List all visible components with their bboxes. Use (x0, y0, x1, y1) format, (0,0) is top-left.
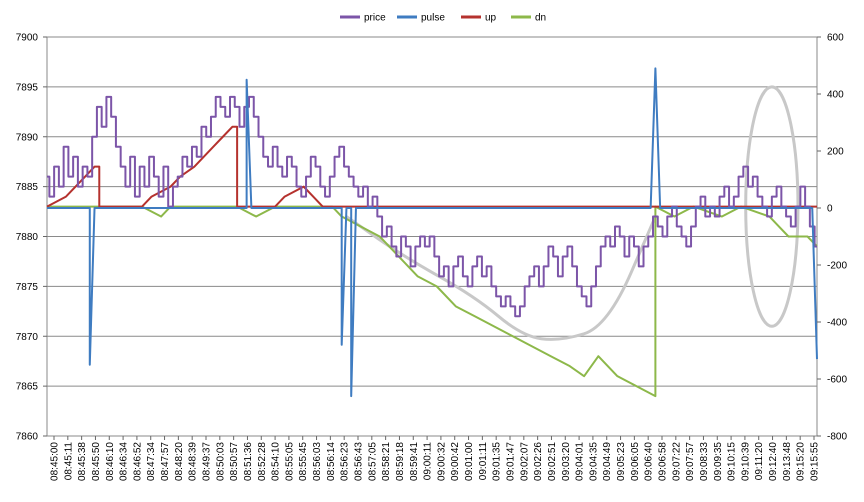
legend-label-dn: dn (535, 13, 546, 24)
x-tick-label: 08:56:14 (326, 442, 337, 481)
legend-label-up: up (485, 13, 497, 24)
arc-annotation (344, 215, 657, 341)
x-tick-label: 09:02:51 (547, 442, 558, 481)
x-tick-label: 09:01:47 (506, 442, 517, 481)
x-tick-label: 09:10:15 (727, 442, 738, 481)
series-line-dn (47, 205, 818, 398)
y-right-tick-label: 200 (827, 147, 844, 158)
x-tick-label: 09:01:00 (464, 442, 475, 481)
series-line-price (47, 95, 817, 318)
x-tick-label: 08:49:37 (202, 442, 213, 481)
x-tick-label: 08:46:10 (105, 442, 116, 481)
y-left-tick-label: 7875 (16, 282, 39, 293)
x-tick-label: 09:07:22 (671, 442, 682, 481)
x-tick-label: 08:56:43 (354, 442, 365, 481)
y-left-tick-label: 7890 (16, 132, 39, 143)
y-left-tick-label: 7880 (16, 232, 39, 243)
x-tick-label: 08:54:10 (271, 442, 282, 481)
x-tick-label: 08:46:34 (119, 442, 130, 481)
y-right-tick-label: 600 (827, 33, 844, 44)
y-right-tick-label: 0 (827, 204, 833, 215)
legend-label-pulse: pulse (421, 13, 445, 24)
x-tick-label: 09:00:42 (450, 442, 461, 481)
x-tick-label: 08:56:03 (312, 442, 323, 481)
y-right-tick-label: -800 (827, 432, 847, 443)
x-tick-label: 09:02:26 (533, 442, 544, 481)
x-tick-label: 08:45:11 (63, 442, 74, 481)
x-tick-label: 09:06:05 (630, 442, 641, 481)
x-tick-label: 09:09:35 (713, 442, 724, 481)
x-tick-label: 09:00:11 (423, 442, 434, 481)
series-lines (46, 67, 818, 398)
x-tick-label: 08:51:36 (243, 442, 254, 481)
x-tick-label: 09:03:20 (561, 442, 572, 481)
x-tick-label: 08:58:21 (381, 442, 392, 481)
x-tick-label: 09:05:23 (616, 442, 627, 481)
legend: price pulse up dn (340, 13, 546, 24)
y-left-tick-label: 7870 (16, 332, 39, 343)
axes: 7860 7865 7870 7875 7880 7885 7890 7895 7900 -800… (16, 33, 848, 481)
y-right-tick-label: -600 (827, 375, 847, 386)
y-left-tick-label: 7885 (16, 182, 39, 193)
x-tick-label: 09:08:33 (699, 442, 710, 481)
legend-label-price: price (364, 13, 386, 24)
x-tick-label: 08:45:50 (91, 442, 102, 481)
y-left-tick-label: 7865 (16, 382, 39, 393)
x-tick-label: 09:15:55 (810, 442, 821, 481)
y-right-tick-label: -400 (827, 318, 847, 329)
x-tick-label: 09:12:40 (768, 442, 779, 481)
x-tick-label: 09:11:20 (754, 442, 765, 481)
x-tick-label: 09:04:35 (588, 442, 599, 481)
x-tick-label: 09:01:35 (492, 442, 503, 481)
x-tick-label: 08:47:57 (160, 442, 171, 481)
x-tick-label: 09:15:20 (796, 442, 807, 481)
x-tick-label: 08:55:05 (284, 442, 295, 481)
x-tick-label: 09:06:58 (658, 442, 669, 481)
x-tick-label: 09:10:39 (740, 442, 751, 481)
gridlines (46, 36, 818, 437)
x-tick-label: 08:45:00 (50, 442, 61, 481)
x-tick-label: 09:13:48 (782, 442, 793, 481)
x-tick-label: 08:48:20 (174, 442, 185, 481)
x-tick-label: 08:55:45 (298, 442, 309, 481)
x-tick-label: 09:02:07 (519, 442, 530, 481)
x-tick-label: 08:50:03 (215, 442, 226, 481)
x-tick-label: 09:01:11 (478, 442, 489, 481)
series-line-pulse (47, 67, 818, 398)
y-left-tick-label: 7860 (16, 432, 39, 443)
x-tick-label: 09:07:57 (685, 442, 696, 481)
y-left-tick-label: 7895 (16, 82, 39, 93)
x-tick-label: 08:57:05 (367, 442, 378, 481)
x-tick-label: 08:45:38 (77, 442, 88, 481)
x-tick-label: 08:59:18 (395, 442, 406, 481)
x-tick-label: 09:04:01 (575, 442, 586, 481)
x-tick-label: 08:48:39 (188, 442, 199, 481)
x-tick-label: 09:06:40 (644, 442, 655, 481)
y-left-tick-label: 7900 (16, 33, 39, 44)
y-right-tick-label: 400 (827, 90, 844, 101)
x-tick-label: 08:47:34 (146, 442, 157, 481)
y-right-tick-label: -200 (827, 261, 847, 272)
x-tick-label: 08:59:41 (409, 442, 420, 481)
x-tick-label: 09:00:32 (436, 442, 447, 481)
x-tick-label: 09:04:49 (602, 442, 613, 481)
x-tick-label: 08:56:23 (340, 442, 351, 481)
x-tick-label: 08:52:28 (257, 442, 268, 481)
x-tick-label: 08:46:52 (132, 442, 143, 481)
x-tick-label: 08:50:57 (229, 442, 240, 481)
